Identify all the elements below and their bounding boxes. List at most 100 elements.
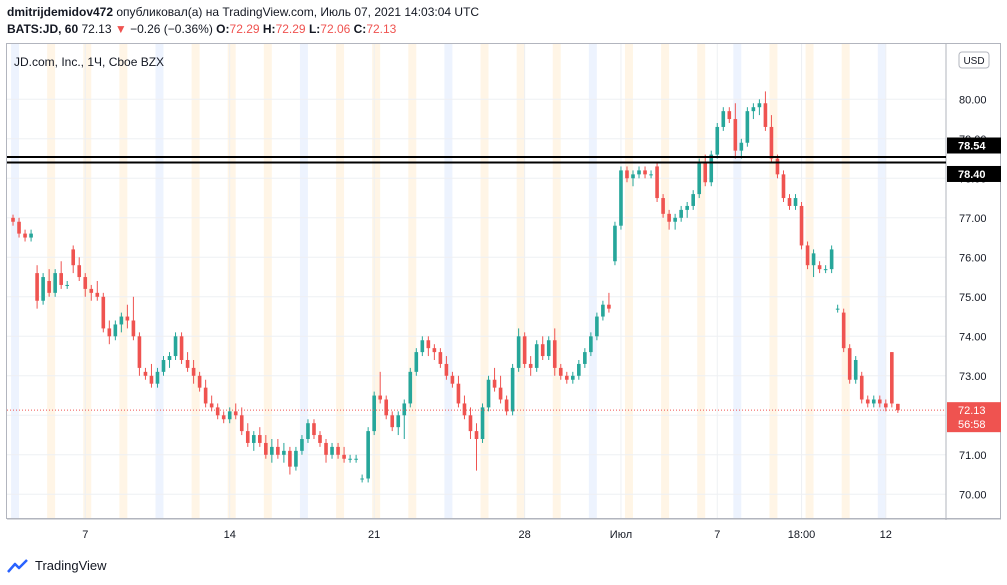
candle-body [890,352,894,404]
candle-body [871,399,876,404]
session-band [733,44,742,518]
candle-body [829,249,834,270]
level-price-label: 78.40 [958,169,986,181]
candlestick-chart[interactable]: 70.0071.0072.0073.0074.0075.0076.0077.00… [0,0,1007,545]
candle [859,371,864,404]
y-axis: 70.0071.0072.0073.0074.0075.0076.0077.00… [7,94,987,501]
candle [23,229,27,242]
candle [65,281,69,289]
candle [571,371,575,384]
candle-body [107,328,112,337]
candle-body [546,340,551,357]
y-tick-label: 71.00 [959,450,987,462]
candle-body [185,360,190,368]
tradingview-logo-icon [7,558,28,573]
candle [835,304,840,313]
candle [378,371,382,404]
symbol-ohlc-line: BATS:JD, 60 72.13 ▼ −0.26 (−0.36%) O:72.… [7,22,396,36]
candle [89,284,94,301]
candle [667,209,671,230]
candle [871,395,876,408]
candle-body [372,395,376,432]
candle [655,162,659,202]
candle-body [438,352,443,364]
candle [282,442,286,463]
candle-body [354,458,358,460]
x-tick-label: 7 [82,529,88,541]
candle-body [601,304,605,317]
x-tick-label: 21 [368,529,380,541]
candle-body [384,399,389,416]
candle [197,371,202,392]
candle [185,352,190,372]
candle [787,194,792,210]
candle-body [288,450,292,467]
candle [865,395,870,408]
candle [877,395,882,408]
candle-body [426,340,431,349]
candle [77,257,82,281]
tradingview-brand[interactable]: TradingView [7,558,107,573]
level-price-label: 78.54 [958,141,986,153]
candle [799,202,804,250]
candle-body [408,371,413,404]
change-text: −0.26 (−0.36%) [130,22,213,36]
candle [823,265,828,274]
candle-body [781,174,786,199]
candle [203,379,208,408]
candle-body [859,375,864,400]
candle [853,356,858,384]
candle-body [65,284,69,286]
candle [607,292,611,313]
candle-body [294,450,298,467]
x-tick-label: 14 [224,529,236,541]
currency-badge [958,51,990,69]
candle-body [239,415,244,432]
candle-body [29,233,33,238]
candle [637,166,641,179]
candle [137,332,142,376]
candle-body [571,375,575,380]
candle-body [53,273,57,293]
symbol-interval: BATS:JD, 60 [7,22,79,36]
open-label: O: [216,22,230,36]
x-axis: 7 14 21 28 Июл 7 18:00 12 [82,44,892,541]
candle [191,360,196,384]
candle-body [661,198,665,214]
candle [53,269,57,297]
candle-body [119,316,124,325]
candle-body [896,403,900,411]
candle-body [137,336,142,368]
y-tick-label: 76.00 [959,252,987,264]
candle [625,166,629,183]
candle-body [510,367,515,412]
candle-body [769,126,774,159]
candle [715,123,720,159]
candle-body [197,375,202,388]
author-name[interactable]: dmitrijdemidov472 [7,5,114,19]
candle-body [667,213,671,222]
candle-body [270,446,274,455]
candle-body [125,316,130,321]
session-band [841,44,850,518]
candle-body [595,316,599,337]
candle [251,431,256,451]
candle [769,115,774,163]
candle [456,375,461,408]
candle [245,423,250,447]
candle-body [823,269,828,271]
session-band [372,44,381,518]
candle-body [113,324,118,337]
candle-body [173,336,178,357]
candle [595,312,599,341]
session-band [336,44,345,518]
candle-body [209,403,214,408]
candle [847,344,852,384]
candle [173,332,178,360]
x-tick-label: Июл [610,529,632,541]
candle-body [456,383,461,404]
candle-body [258,435,262,443]
candle-body [101,296,106,329]
candle [673,213,677,230]
candle [306,419,310,443]
